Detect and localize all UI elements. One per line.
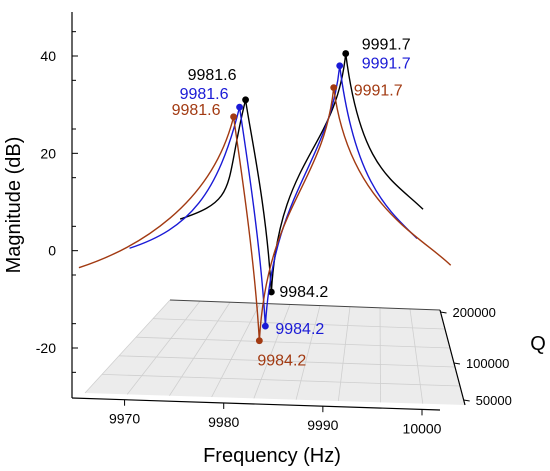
floor-grid-line: [118, 355, 456, 368]
label-peak-right: 9991.7: [354, 83, 403, 100]
floor-grid-line: [169, 302, 231, 396]
q-axis-line: [439, 309, 466, 406]
floor-grid-line: [152, 318, 446, 330]
point-peak-left: [242, 96, 249, 104]
floor-plane: [84, 299, 466, 406]
q-axis-title: Q: [530, 333, 546, 355]
q-tick: [463, 399, 470, 402]
q-tick-label: 200000: [453, 305, 496, 320]
label-notch: 9984.2: [275, 321, 324, 338]
label-notch: 9984.2: [257, 353, 306, 370]
q-tick-label: 50000: [476, 393, 512, 408]
floor-grid-line: [379, 307, 381, 403]
x-axis-line: [71, 397, 441, 411]
series-line: [78, 87, 452, 341]
x-tick-label: 9970: [109, 411, 140, 427]
x-tick-label: 9990: [307, 417, 338, 433]
floor-grid-line: [337, 306, 351, 402]
x-tick-label: 10000: [403, 420, 442, 436]
series-line: [179, 53, 424, 293]
floor-back-edge: [169, 299, 441, 311]
label-peak-right: 9991.7: [362, 37, 411, 54]
series-group: [78, 50, 452, 345]
floor-grid-line: [295, 305, 321, 400]
series-line: [129, 65, 418, 327]
q-tick: [440, 311, 447, 314]
point-peak-right: [342, 50, 350, 57]
x-axis-title: Frequency (Hz): [203, 445, 341, 467]
y-tick-label: 20: [40, 145, 56, 161]
label-peak-right: 9991.7: [362, 56, 411, 73]
point-notch: [255, 337, 263, 345]
axes: 40 20 0 -20 9970 9980 9990 10000 200000 100000 500…: [36, 12, 512, 436]
annotations: 9981.6 9984.2 9991.7 9981.6 9984.2 9991.7 9981…: [172, 37, 411, 370]
floor-grid-line: [101, 374, 461, 387]
floor-grid-line: [84, 299, 171, 394]
point-peak-left: [236, 103, 243, 111]
point-peak-right: [330, 84, 338, 92]
point-notch: [261, 322, 269, 330]
point-peak-left: [230, 113, 237, 121]
label-peak-left: 9981.6: [180, 86, 229, 103]
label-peak-left: 9981.6: [188, 67, 237, 84]
floor-grid-line: [135, 336, 451, 349]
floor-grid-line: [211, 303, 261, 398]
q-tick: [453, 362, 461, 365]
point-peak-right: [336, 62, 344, 70]
y-tick-label: 0: [48, 243, 56, 259]
y-tick-label: -20: [36, 340, 56, 356]
label-notch: 9984.2: [279, 284, 328, 301]
series-q100000: [129, 62, 418, 330]
series-q50000: [78, 84, 452, 345]
floor-grid-line: [126, 300, 201, 395]
series-q200000: [179, 50, 424, 296]
point-notch: [267, 288, 275, 296]
y-axis-title: Magnitude (dB): [3, 137, 25, 274]
q-tick-label: 100000: [466, 356, 509, 371]
floor-grid-line: [253, 304, 291, 399]
label-peak-left: 9981.6: [172, 102, 221, 119]
x-tick-label: 9980: [208, 414, 239, 430]
floor-grid-line: [409, 308, 424, 404]
y-tick-label: 40: [40, 48, 56, 64]
